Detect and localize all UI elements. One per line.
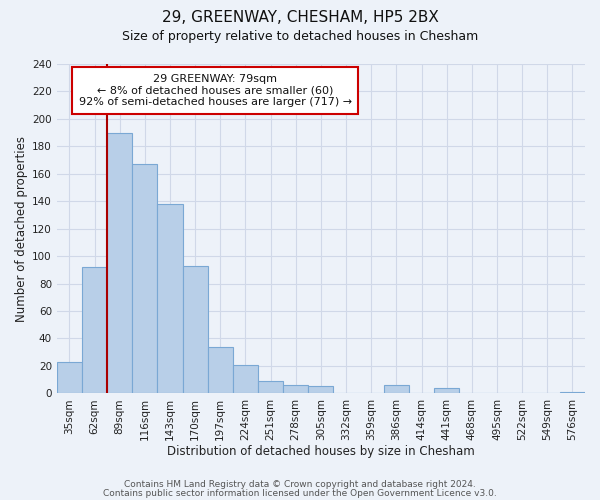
- Text: Contains HM Land Registry data © Crown copyright and database right 2024.: Contains HM Land Registry data © Crown c…: [124, 480, 476, 489]
- X-axis label: Distribution of detached houses by size in Chesham: Distribution of detached houses by size …: [167, 444, 475, 458]
- Bar: [208, 346, 233, 394]
- Bar: [182, 266, 208, 394]
- Bar: [82, 267, 107, 394]
- Text: Size of property relative to detached houses in Chesham: Size of property relative to detached ho…: [122, 30, 478, 43]
- Bar: [560, 392, 585, 394]
- Bar: [157, 204, 182, 394]
- Bar: [308, 386, 334, 394]
- Y-axis label: Number of detached properties: Number of detached properties: [15, 136, 28, 322]
- Text: Contains public sector information licensed under the Open Government Licence v3: Contains public sector information licen…: [103, 488, 497, 498]
- Bar: [107, 132, 132, 394]
- Bar: [283, 385, 308, 394]
- Bar: [57, 362, 82, 394]
- Bar: [258, 381, 283, 394]
- Bar: [434, 388, 459, 394]
- Bar: [233, 364, 258, 394]
- Text: 29 GREENWAY: 79sqm
← 8% of detached houses are smaller (60)
92% of semi-detached: 29 GREENWAY: 79sqm ← 8% of detached hous…: [79, 74, 352, 107]
- Text: 29, GREENWAY, CHESHAM, HP5 2BX: 29, GREENWAY, CHESHAM, HP5 2BX: [161, 10, 439, 25]
- Bar: [384, 385, 409, 394]
- Bar: [132, 164, 157, 394]
